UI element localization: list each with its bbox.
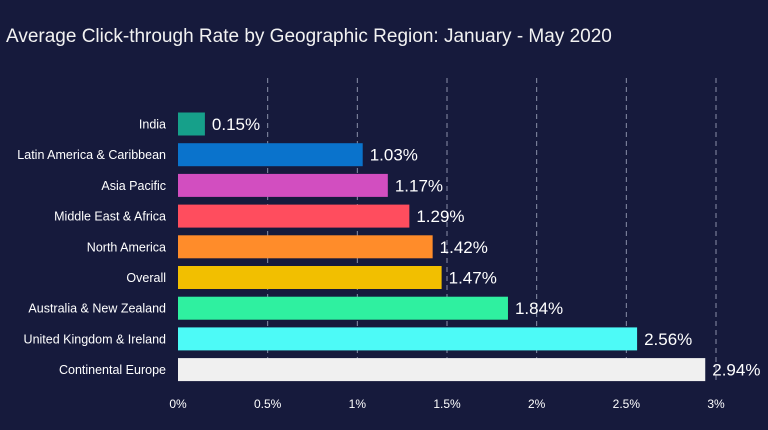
value-label: 0.15% — [212, 115, 260, 134]
x-tick-label: 3% — [707, 397, 725, 411]
x-tick-label: 1.5% — [433, 397, 461, 411]
category-label: India — [139, 118, 166, 132]
value-label: 1.29% — [416, 207, 464, 226]
bar — [178, 204, 410, 228]
bar — [178, 266, 442, 289]
bar — [178, 327, 638, 351]
x-tick-label: 0% — [169, 397, 187, 411]
bar — [178, 358, 706, 382]
value-label: 1.84% — [515, 299, 563, 318]
bar — [178, 143, 363, 167]
bar — [178, 235, 433, 259]
bar — [178, 296, 508, 320]
value-label: 1.47% — [449, 269, 497, 288]
category-label: Continental Europe — [59, 363, 166, 377]
value-label: 2.94% — [712, 361, 760, 380]
value-label: 1.03% — [370, 146, 418, 165]
value-label: 1.42% — [440, 238, 488, 257]
value-label: 2.56% — [644, 330, 692, 349]
x-tick-label: 2.5% — [613, 397, 641, 411]
category-label: United Kingdom & Ireland — [24, 332, 166, 346]
x-tick-label: 2% — [528, 397, 546, 411]
category-label: Australia & New Zealand — [28, 302, 166, 316]
category-label: Overall — [126, 271, 166, 285]
x-tick-label: 1% — [349, 397, 367, 411]
bar — [178, 173, 388, 197]
bar — [178, 112, 205, 136]
category-label: Middle East & Africa — [54, 210, 166, 224]
category-label: Latin America & Caribbean — [17, 148, 166, 162]
category-label: North America — [87, 240, 166, 254]
chart-title: Average Click-through Rate by Geographic… — [6, 26, 612, 47]
x-tick-label: 0.5% — [254, 397, 282, 411]
value-label: 1.17% — [395, 176, 443, 195]
category-label: Asia Pacific — [101, 179, 166, 193]
